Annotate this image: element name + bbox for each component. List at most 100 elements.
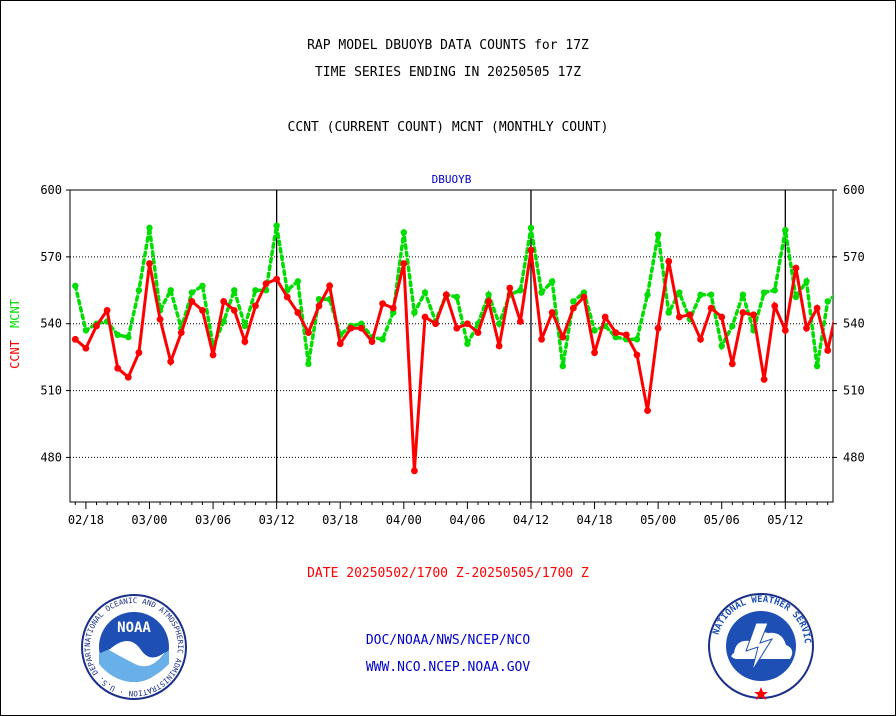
- xtick-label: 03/06: [195, 513, 231, 527]
- point-ccnt: [803, 324, 810, 332]
- point-ccnt: [506, 284, 514, 292]
- point-ccnt: [326, 282, 334, 290]
- point-ccnt: [146, 260, 153, 267]
- point-mcnt: [559, 362, 566, 370]
- xtick-label: 04/18: [577, 513, 613, 527]
- point-ccnt: [209, 351, 217, 359]
- point-mcnt: [495, 320, 503, 327]
- series-ccnt: [71, 246, 833, 475]
- point-ccnt: [411, 467, 418, 475]
- point-ccnt: [305, 329, 312, 337]
- point-ccnt: [230, 306, 238, 314]
- point-ccnt: [824, 347, 832, 354]
- footer-date-range: DATE 20250502/1700 Z-20250505/1700 Z: [0, 566, 896, 581]
- point-mcnt: [252, 287, 259, 294]
- point-ccnt: [358, 324, 365, 332]
- xtick-label: 04/06: [449, 513, 485, 527]
- point-ccnt: [538, 335, 545, 343]
- point-ccnt: [273, 275, 281, 283]
- point-ccnt: [432, 320, 440, 328]
- point-ccnt: [379, 300, 387, 308]
- point-ccnt: [654, 324, 662, 332]
- point-mcnt: [485, 291, 492, 298]
- point-ccnt: [294, 309, 302, 316]
- point-mcnt: [464, 340, 471, 347]
- point-mcnt: [697, 291, 704, 298]
- point-ccnt: [347, 324, 355, 332]
- point-ccnt: [601, 313, 609, 321]
- point-ccnt: [368, 338, 376, 345]
- point-mcnt: [241, 322, 249, 330]
- point-ccnt: [718, 313, 726, 321]
- point-ccnt: [665, 257, 673, 265]
- point-mcnt: [82, 327, 90, 334]
- point-mcnt: [739, 291, 747, 298]
- footer-date-text: DATE 20250502/1700 Z-20250505/1700 Z: [307, 566, 589, 581]
- point-mcnt: [421, 289, 429, 296]
- point-mcnt: [676, 289, 683, 296]
- ytick-label-right: 480: [843, 450, 865, 464]
- point-mcnt: [824, 298, 831, 305]
- point-mcnt: [548, 278, 556, 285]
- point-ccnt: [548, 309, 556, 316]
- point-ccnt: [103, 306, 111, 314]
- point-ccnt: [220, 298, 228, 305]
- point-mcnt: [146, 224, 153, 232]
- point-ccnt: [792, 264, 800, 272]
- point-mcnt: [729, 322, 736, 330]
- labels-layer: 480 480 510 510 540 540 570 570 600 600 02/18 03/00…: [8, 173, 865, 527]
- point-mcnt: [570, 298, 577, 305]
- point-ccnt: [252, 302, 259, 310]
- point-ccnt: [93, 322, 100, 330]
- point-ccnt: [686, 311, 694, 319]
- noaa-logo-label: NOAA: [117, 620, 151, 636]
- point-mcnt: [294, 278, 302, 285]
- point-ccnt: [495, 342, 503, 350]
- point-ccnt: [697, 335, 704, 343]
- point-ccnt: [389, 304, 397, 312]
- point-ccnt: [71, 335, 79, 343]
- point-mcnt: [379, 336, 386, 343]
- point-ccnt: [135, 349, 143, 357]
- point-ccnt: [400, 260, 408, 267]
- point-ccnt: [559, 333, 567, 341]
- chart-subtitle: DBUOYB: [432, 173, 472, 186]
- ytick-label-left: 480: [40, 450, 62, 464]
- point-ccnt: [760, 376, 768, 383]
- point-mcnt: [453, 293, 460, 301]
- point-mcnt: [135, 287, 143, 294]
- point-ccnt: [262, 280, 270, 287]
- point-ccnt: [453, 324, 461, 332]
- point-mcnt: [644, 291, 651, 298]
- y-axis-label-ccnt: CCNT: [8, 340, 22, 369]
- point-mcnt: [792, 293, 800, 301]
- point-ccnt: [463, 320, 471, 328]
- point-mcnt: [771, 287, 778, 294]
- series-layer: [71, 222, 852, 475]
- footer-website: WWW.NCO.NCEP.NOAA.GOV: [0, 660, 896, 675]
- chart-legend-line: CCNT (CURRENT COUNT) MCNT (MONTHLY COUNT…: [287, 120, 609, 135]
- point-ccnt: [771, 302, 779, 310]
- point-ccnt: [485, 298, 492, 305]
- point-mcnt: [835, 289, 841, 295]
- point-ccnt: [336, 340, 344, 348]
- point-mcnt: [846, 300, 852, 306]
- ytick-label-right: 570: [843, 250, 865, 264]
- ytick-label-right: 510: [843, 384, 865, 398]
- point-ccnt: [781, 327, 789, 334]
- point-mcnt: [803, 278, 810, 285]
- xtick-label: 05/12: [767, 513, 803, 527]
- noaa-logo: NATIONAL OCEANIC AND ATMOSPHERIC ADMINIS…: [79, 592, 187, 700]
- point-mcnt: [718, 342, 725, 350]
- point-ccnt: [707, 304, 715, 312]
- xtick-label: 03/12: [259, 513, 295, 527]
- y-axis-label: CCNT MCNT: [8, 299, 22, 369]
- ytick-label-right: 540: [843, 317, 865, 331]
- nws-logo: NATIONAL WEATHER SERVICE: [706, 591, 814, 700]
- point-ccnt: [156, 315, 164, 323]
- footer-org-text: DOC/NOAA/NWS/NCEP/NCO: [365, 633, 531, 648]
- ytick-label-left: 600: [40, 183, 62, 197]
- point-ccnt: [633, 351, 641, 359]
- point-mcnt: [188, 289, 196, 296]
- point-mcnt: [411, 309, 418, 316]
